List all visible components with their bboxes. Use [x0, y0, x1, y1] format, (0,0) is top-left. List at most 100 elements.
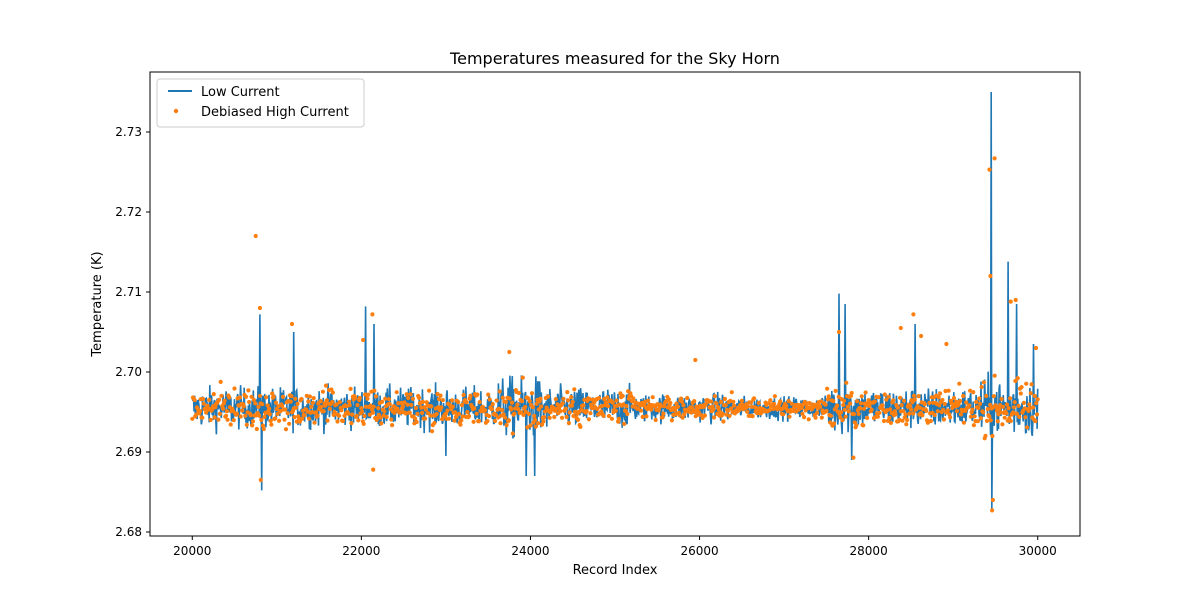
y-tick-label: 2.73: [115, 125, 142, 139]
scatter-point: [846, 409, 851, 414]
scatter-point: [404, 392, 409, 397]
scatter-point: [371, 467, 376, 472]
scatter-point: [346, 411, 351, 416]
scatter-point: [891, 398, 896, 403]
scatter-point: [578, 424, 583, 429]
scatter-point: [958, 398, 963, 404]
scatter-point: [721, 419, 726, 424]
scatter-point: [373, 394, 379, 399]
scatter-point: [1013, 378, 1018, 384]
scatter-point: [693, 357, 698, 363]
scatter-point: [1034, 401, 1039, 406]
scatter-point: [406, 395, 411, 401]
scatter-point: [244, 422, 249, 427]
scatter-point: [833, 388, 838, 393]
scatter-point: [772, 394, 778, 399]
scatter-point: [289, 321, 295, 327]
scatter-point: [893, 412, 898, 417]
y-tick-label: 2.68: [115, 525, 142, 539]
scatter-point: [1035, 397, 1040, 402]
scatter-point: [353, 395, 358, 401]
scatter-point: [244, 394, 249, 399]
scatter-point: [861, 406, 867, 411]
scatter-point: [225, 417, 230, 422]
scatter-point: [858, 406, 863, 411]
scatter-point: [379, 421, 384, 426]
scatter-point: [288, 399, 293, 404]
scatter-point: [586, 417, 592, 422]
scatter-point: [222, 398, 227, 403]
scatter-point: [197, 409, 203, 414]
scatter-point: [250, 423, 255, 428]
scatter-point: [869, 407, 874, 412]
scatter-point: [423, 407, 428, 412]
scatter-point: [383, 396, 388, 401]
scatter-point: [877, 410, 882, 415]
scatter-point: [349, 421, 354, 426]
scatter-point: [501, 412, 506, 417]
scatter-point: [1016, 403, 1021, 408]
scatter-point: [371, 404, 376, 409]
scatter-point: [300, 416, 305, 421]
scatter-point: [882, 392, 887, 397]
scatter-point: [200, 396, 206, 402]
scatter-point: [613, 408, 618, 413]
scatter-point: [967, 403, 972, 408]
scatter-point: [456, 411, 462, 416]
scatter-point: [948, 415, 953, 420]
scatter-point: [702, 413, 708, 418]
scatter-point: [1013, 297, 1018, 303]
scatter-point: [280, 394, 286, 399]
scatter-point: [539, 422, 545, 427]
scatter-point: [483, 408, 488, 413]
scatter-point: [824, 408, 829, 414]
scatter-point: [407, 410, 412, 415]
scatter-point: [668, 400, 673, 405]
scatter-point: [920, 413, 925, 418]
scatter-point: [888, 407, 893, 412]
scatter-point: [224, 413, 229, 418]
scatter-point: [503, 399, 508, 405]
scatter-point: [257, 413, 262, 418]
scatter-point: [359, 406, 364, 411]
scatter-point: [745, 409, 750, 414]
scatter-point: [784, 403, 789, 408]
scatter-point: [997, 406, 1002, 411]
scatter-point: [208, 417, 213, 422]
scatter-point: [1033, 345, 1039, 351]
scatter-point: [356, 418, 361, 423]
scatter-point: [961, 393, 966, 399]
scatter-point: [1032, 393, 1037, 399]
scatter-point: [725, 408, 731, 413]
scatter-point: [402, 400, 407, 405]
scatter-point: [935, 409, 940, 414]
scatter-point: [219, 393, 224, 398]
scatter-point: [831, 398, 836, 404]
scatter-point: [211, 392, 216, 397]
scatter-point: [835, 403, 840, 408]
scatter-point: [260, 423, 266, 428]
scatter-point: [321, 409, 326, 414]
scatter-point: [911, 393, 917, 398]
scatter-point: [1033, 419, 1038, 424]
y-tick-label: 2.69: [115, 445, 142, 459]
scatter-point: [679, 399, 685, 404]
scatter-point: [512, 411, 517, 416]
scatter-point: [565, 390, 570, 395]
y-axis: 2.68 2.69 2.70 2.71 2.72 2.73: [115, 125, 150, 539]
scatter-point: [323, 403, 328, 408]
scatter-point: [217, 411, 222, 416]
scatter-point: [267, 406, 272, 411]
x-tick-label: 22000: [342, 544, 380, 558]
scatter-point: [282, 417, 287, 422]
scatter-point: [212, 415, 217, 420]
scatter-point: [413, 416, 418, 421]
scatter-point: [536, 421, 541, 426]
scatter-point: [712, 394, 718, 399]
scatter-point: [232, 386, 237, 391]
scatter-point: [945, 408, 950, 413]
scatter-point: [1004, 411, 1009, 416]
scatter-point: [766, 401, 771, 406]
x-axis-label: Record Index: [573, 563, 658, 578]
scatter-point: [396, 401, 401, 406]
